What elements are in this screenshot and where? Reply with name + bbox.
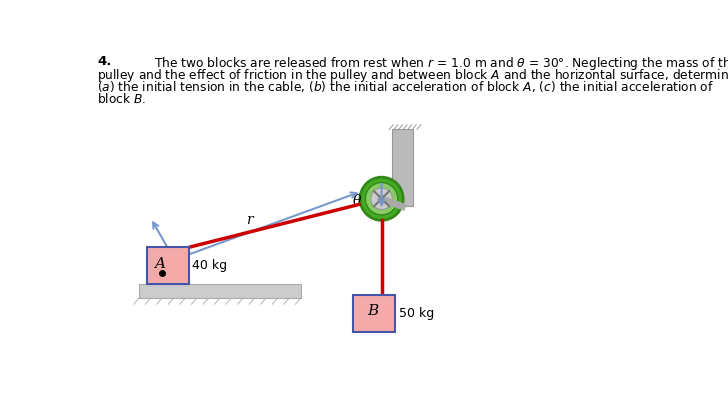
Text: 50 kg: 50 kg [398,307,434,320]
Text: block $B$.: block $B$. [98,92,147,106]
Text: The two blocks are released from rest when $r$ = 1.0 m and $\theta$ = 30°. Negle: The two blocks are released from rest wh… [154,55,728,72]
Text: 4.: 4. [98,55,112,68]
Circle shape [379,196,384,202]
Text: A: A [154,256,165,271]
Text: B: B [367,304,379,318]
Circle shape [365,183,397,215]
Bar [139,284,301,298]
Text: pulley and the effect of friction in the pulley and between block $A$ and the ho: pulley and the effect of friction in the… [98,67,728,84]
Text: $(a)$ the initial tension in the cable, $(b)$ the initial acceleration of block : $(a)$ the initial tension in the cable, … [98,79,714,94]
Text: θ: θ [352,194,360,208]
Bar [392,130,414,207]
Text: r: r [246,213,253,227]
Bar [147,247,189,284]
Circle shape [360,177,403,220]
Text: 40 kg: 40 kg [192,259,227,272]
Bar [353,295,395,332]
Circle shape [371,188,392,209]
